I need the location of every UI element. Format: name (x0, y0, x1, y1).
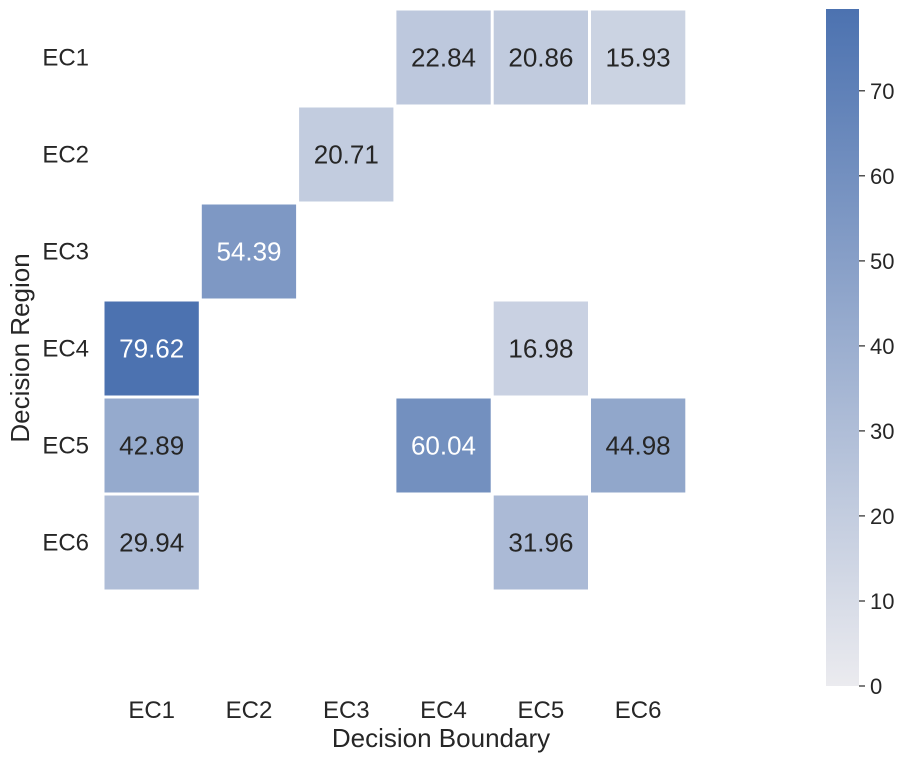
heatmap-cell (396, 398, 491, 493)
x-tick-label: EC4 (420, 697, 467, 724)
heatmap-value-label: 20.86 (508, 43, 573, 73)
heatmap-cell (396, 10, 491, 105)
x-axis-label: Decision Boundary (332, 723, 550, 753)
x-tick-label: EC3 (323, 697, 370, 724)
heatmap-value-label: 20.71 (314, 140, 379, 170)
heatmap-cell (591, 10, 686, 105)
colorbar-tick-label: 50 (870, 249, 894, 274)
colorbar-ticks: 0 10 20 30 40 50 60 70 (859, 79, 894, 699)
x-tick-label: EC6 (615, 697, 662, 724)
y-axis-ticks: EC1 EC2 EC3 EC4 EC5 EC6 (42, 45, 89, 557)
heatmap-value-label: 31.96 (508, 528, 573, 558)
y-tick-label: EC3 (42, 239, 89, 266)
y-tick-label: EC2 (42, 142, 89, 169)
heatmap-cell (104, 398, 199, 493)
heatmap-cell (493, 301, 588, 396)
heatmap-value-label: 22.84 (411, 43, 476, 73)
colorbar-tick-label: 0 (870, 674, 882, 699)
y-tick-label: EC5 (42, 433, 89, 460)
colorbar-tick-label: 60 (870, 164, 894, 189)
heatmap-value-labels: 22.84 20.86 15.93 20.71 54.39 79.62 16.98 42.89… (119, 43, 670, 558)
x-axis-ticks: EC1 EC2 EC3 EC4 EC5 EC6 (128, 697, 661, 724)
heatmap-value-label: 44.98 (606, 431, 671, 461)
heatmap-cell (299, 107, 394, 202)
heatmap-cell (493, 495, 588, 590)
heatmap-cells (104, 10, 686, 590)
colorbar-tick-label: 10 (870, 589, 894, 614)
heatmap-value-label: 79.62 (119, 334, 184, 364)
heatmap-cell (104, 495, 199, 590)
heatmap-cell (201, 204, 297, 299)
heatmap-value-label: 54.39 (216, 237, 281, 267)
heatmap-value-label: 42.89 (119, 431, 184, 461)
x-tick-label: EC2 (226, 697, 273, 724)
colorbar-tick-label: 70 (870, 79, 894, 104)
x-tick-label: EC5 (518, 697, 565, 724)
y-tick-label: EC4 (42, 336, 89, 363)
colorbar: 0 10 20 30 40 50 60 70 (826, 9, 894, 699)
x-tick-label: EC1 (128, 697, 175, 724)
colorbar-tick-label: 40 (870, 334, 894, 359)
heatmap-cell (104, 301, 199, 396)
heatmap-cell (591, 398, 686, 493)
y-tick-label: EC1 (42, 45, 89, 72)
heatmap-value-label: 15.93 (606, 43, 671, 73)
y-axis-label: Decision Region (5, 253, 35, 442)
y-tick-label: EC6 (42, 530, 89, 557)
heatmap-value-label: 16.98 (508, 334, 573, 364)
heatmap-value-label: 29.94 (119, 528, 184, 558)
heatmap-cell (493, 10, 588, 105)
heatmap-value-label: 60.04 (411, 431, 476, 461)
colorbar-gradient (826, 9, 859, 686)
colorbar-tick-label: 30 (870, 419, 894, 444)
colorbar-tick-label: 20 (870, 504, 894, 529)
